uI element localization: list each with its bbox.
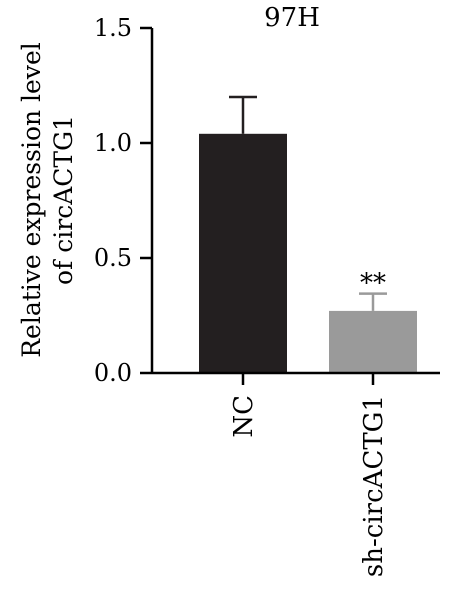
y-tick-label: 0.0	[94, 359, 132, 387]
y-tick-label: 1.5	[94, 14, 132, 42]
significance-label: **	[360, 269, 386, 299]
chart-title: 97H	[264, 3, 320, 33]
x-axis-ticks: NC sh-circACTG1	[229, 373, 389, 577]
y-axis-label-line-2: of circACTG1	[49, 115, 78, 285]
y-tick-label: 1.0	[94, 129, 132, 157]
y-tick-label: 0.5	[94, 244, 132, 272]
error-bars	[229, 95, 387, 311]
bars	[199, 133, 417, 373]
bar	[329, 310, 417, 373]
significance-labels: **	[360, 269, 386, 299]
x-tick-label: sh-circACTG1	[359, 395, 389, 577]
x-tick-label: NC	[229, 395, 259, 438]
y-axis-label: Relative expression level of circACTG1	[17, 42, 78, 358]
y-axis-label-line-1: Relative expression level	[17, 42, 46, 358]
y-axis-ticks: 0.0 0.5 1.0 1.5	[94, 14, 152, 387]
bar	[199, 133, 287, 373]
